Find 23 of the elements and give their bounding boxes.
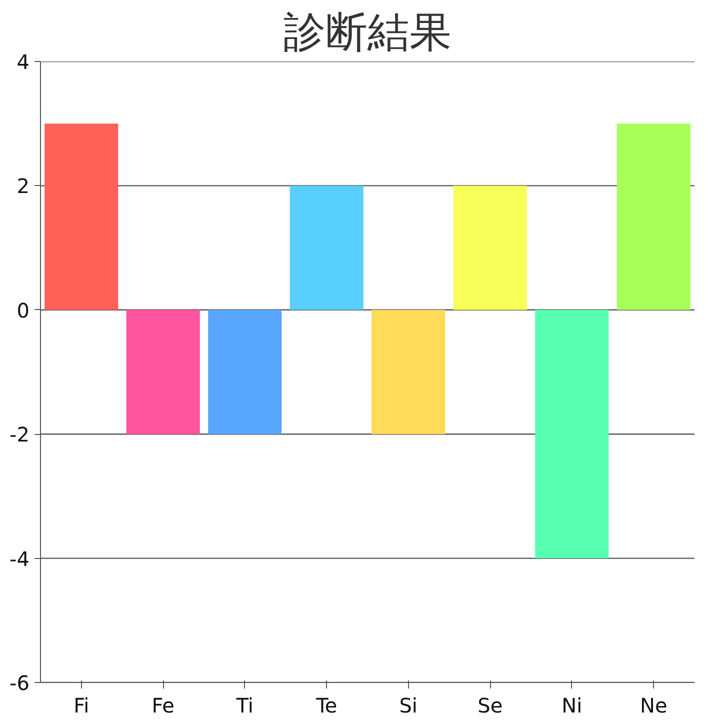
y-tick-label: -4 bbox=[10, 546, 30, 571]
bar bbox=[535, 310, 609, 558]
bar bbox=[372, 310, 446, 434]
x-tick-label: Ni bbox=[562, 694, 582, 718]
y-tick-label: 4 bbox=[16, 50, 30, 74]
x-tick-label: Fi bbox=[74, 694, 90, 718]
x-tick-label: Ti bbox=[235, 694, 254, 718]
y-tick-label: -2 bbox=[10, 422, 30, 447]
x-tick-label: Ne bbox=[640, 694, 668, 718]
x-tick-label: Te bbox=[315, 694, 338, 718]
bar bbox=[616, 124, 690, 310]
bar bbox=[208, 310, 282, 434]
y-tick-label: 0 bbox=[16, 298, 30, 322]
y-tick-label: 2 bbox=[16, 174, 30, 198]
x-tick-label: Fe bbox=[152, 694, 174, 718]
bar bbox=[290, 186, 364, 310]
bar bbox=[44, 124, 118, 310]
x-tick-label: Se bbox=[478, 694, 503, 718]
x-tick-label: Si bbox=[399, 694, 418, 718]
bar bbox=[126, 310, 200, 434]
chart-title: 診断結果 bbox=[284, 8, 452, 56]
y-tick-label: -6 bbox=[10, 671, 30, 695]
bar bbox=[453, 186, 527, 310]
